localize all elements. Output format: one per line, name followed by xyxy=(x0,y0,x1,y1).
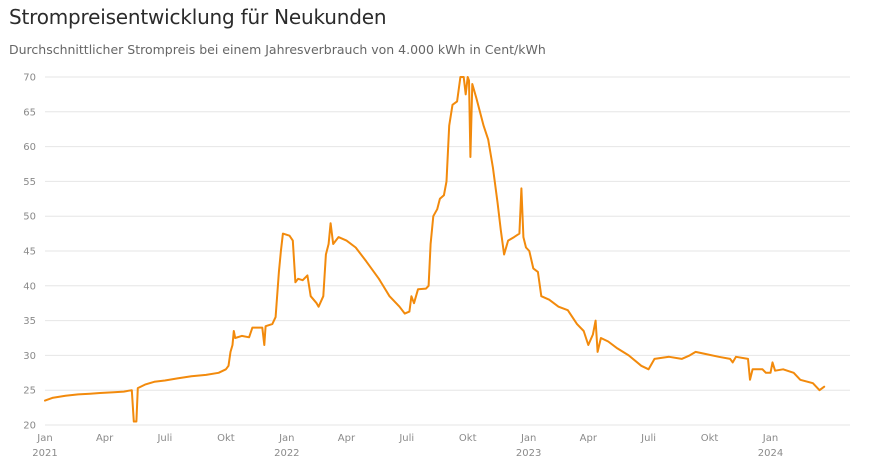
x-tick-year-label: 2021 xyxy=(32,448,57,459)
x-tick-year-label: 2023 xyxy=(516,448,541,459)
y-tick-label: 65 xyxy=(23,107,36,118)
x-axis-ticks: Jan 2021 Apr Juli Okt Jan 2022 Apr Juli Okt Jan 202… xyxy=(32,433,783,459)
x-tick-label: Jan xyxy=(36,433,52,444)
y-tick-label: 45 xyxy=(23,247,36,258)
x-tick-label: Apr xyxy=(338,433,356,444)
y-tick-label: 35 xyxy=(23,316,36,327)
y-axis-ticks: 20 25 30 35 40 45 50 55 60 65 70 xyxy=(23,73,36,432)
y-tick-label: 55 xyxy=(23,177,36,188)
x-tick-label: Okt xyxy=(217,433,235,444)
x-tick-label: Apr xyxy=(96,433,114,444)
x-tick-label: Juli xyxy=(156,433,172,444)
x-tick-label: Juli xyxy=(398,433,414,444)
chart-title: Strompreisentwicklung für Neukunden xyxy=(9,5,387,29)
grid-lines xyxy=(45,76,850,426)
x-tick-year-label: 2022 xyxy=(274,448,299,459)
x-tick-label: Jan xyxy=(762,433,778,444)
x-tick-label: Apr xyxy=(580,433,598,444)
y-tick-label: 30 xyxy=(23,351,36,362)
x-tick-year-label: 2024 xyxy=(758,448,783,459)
x-tick-label: Okt xyxy=(459,433,477,444)
series-line xyxy=(44,76,826,423)
chart-subtitle: Durchschnittlicher Strompreis bei einem … xyxy=(9,42,546,57)
y-tick-label: 40 xyxy=(23,281,36,292)
series-layer xyxy=(44,76,826,423)
y-tick-label: 25 xyxy=(23,386,36,397)
y-tick-label: 50 xyxy=(23,212,36,223)
x-tick-label: Okt xyxy=(701,433,719,444)
x-tick-label: Jan xyxy=(278,433,294,444)
x-tick-label: Juli xyxy=(640,433,656,444)
y-tick-label: 70 xyxy=(23,73,36,84)
x-tick-label: Jan xyxy=(520,433,536,444)
y-tick-label: 20 xyxy=(23,421,36,432)
y-tick-label: 60 xyxy=(23,142,36,153)
